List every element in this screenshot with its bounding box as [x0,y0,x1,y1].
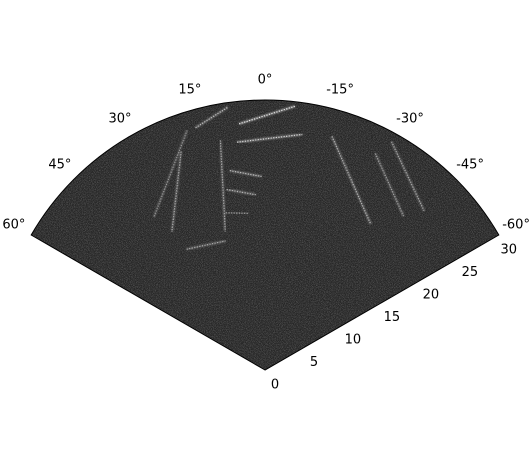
radial-tick-label: 20 [423,288,440,303]
radial-tick-labels: 0 5 10 15 20 25 30 [271,243,517,393]
theta-tick-labels: 60° 45° 30° 15° 0° -15° -30° -45° -60° [2,73,530,233]
theta-tick-label: -60° [502,218,530,233]
feature-inner-bar-1 [229,169,262,178]
feature-inner-bar-3 [225,212,249,214]
feature-right-edge-b-glow [373,152,405,217]
radial-tick-label: 15 [384,310,401,325]
radial-tick-label: 30 [501,243,518,258]
theta-tick-label: -15° [326,82,354,97]
speckle-noise [31,99,499,370]
theta-tick-label: -30° [396,111,424,126]
sonar-features [152,104,426,251]
radial-tick-label: 0 [271,378,279,393]
feature-left-structure-b-glow [152,129,189,218]
feature-inner-vertical [219,140,226,232]
theta-tick-label: 45° [48,157,71,172]
feature-left-structure [171,151,182,233]
feature-right-structure [331,136,372,225]
feature-upper-wall-lower [236,133,303,143]
wedge-plot-area [31,99,499,370]
theta-tick-label: 15° [178,82,201,97]
feature-right-edge-b [374,153,405,217]
feature-lower-left-base-glow [186,239,226,251]
theta-tick-label: -45° [456,157,484,172]
feature-right-edge-a-glow [390,141,426,212]
radial-tick-label: 10 [345,333,362,348]
feature-upper-wall [238,105,296,125]
theta-tick-label: 60° [2,218,25,233]
feature-inner-bar-2-glow [226,188,257,197]
radial-tick-label: 25 [462,265,479,280]
wedge-outline [30,99,500,371]
radial-tick-label: 5 [310,355,318,370]
theta-tick-label: 0° [258,73,273,88]
feature-upper-left-edge [195,106,229,129]
theta-tick-label: 30° [108,111,131,126]
